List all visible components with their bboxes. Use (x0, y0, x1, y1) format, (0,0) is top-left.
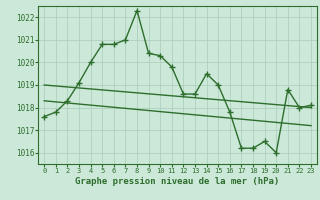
X-axis label: Graphe pression niveau de la mer (hPa): Graphe pression niveau de la mer (hPa) (76, 177, 280, 186)
